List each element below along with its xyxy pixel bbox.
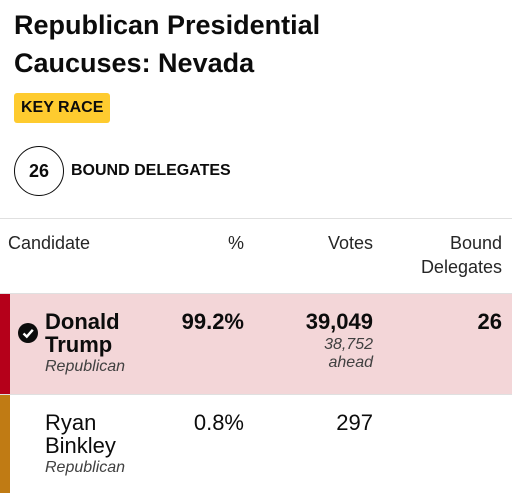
vote-count: 297 xyxy=(336,410,373,435)
vote-percent: 99.2% xyxy=(181,309,244,334)
candidate-name: Donald Trump xyxy=(45,309,120,357)
party-bar xyxy=(0,395,10,493)
divider xyxy=(0,218,512,219)
column-header: Bound Delegates xyxy=(420,233,502,277)
candidate-party: Republican xyxy=(45,459,126,476)
winner-check xyxy=(18,323,38,343)
column-header: % xyxy=(227,233,244,253)
column-header: Votes xyxy=(327,233,373,253)
candidate-row: Ryan Binkley Republican 0.8% 297 xyxy=(0,395,512,493)
delegate-count: 26 xyxy=(14,146,64,196)
vote-percent: 0.8% xyxy=(193,410,244,435)
party-bar xyxy=(0,294,10,394)
candidate-row: Donald Trump Republican 99.2% 39,049 38,… xyxy=(0,294,512,394)
delegate-label: BOUND DELEGATES xyxy=(71,162,231,179)
candidate-name: Ryan Binkley xyxy=(45,410,116,458)
candidate-party: Republican xyxy=(45,358,126,375)
divider xyxy=(0,293,512,294)
divider xyxy=(0,394,512,395)
key-race-badge: KEY RACE xyxy=(14,93,111,123)
vote-count: 39,049 xyxy=(305,309,373,334)
vote-lead: 38,752 ahead xyxy=(324,336,373,371)
column-header: Candidate xyxy=(8,233,91,253)
race-title: Republican Presidential Caucuses: Nevada xyxy=(14,10,321,78)
bound-delegates: 26 xyxy=(477,309,502,334)
